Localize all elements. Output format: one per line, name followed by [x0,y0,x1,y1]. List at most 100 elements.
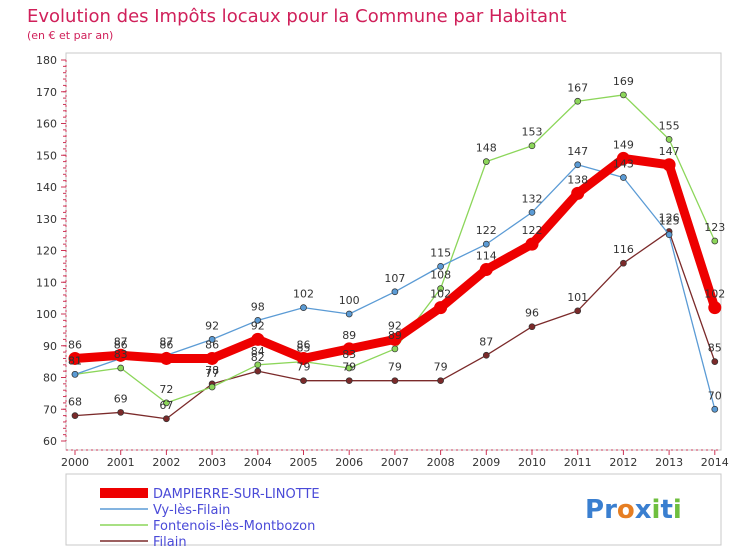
data-label: 107 [384,272,405,285]
brand-letter: o [617,495,635,525]
brand-letter: x [635,495,652,525]
series-point-2 [528,142,536,150]
y-tick-label: 140 [36,181,57,194]
series-point-2 [391,345,399,353]
series-point-0 [616,151,630,165]
data-label: 86 [205,338,219,351]
data-label: 138 [567,173,588,186]
series-point-0 [479,263,493,277]
data-label: 86 [159,338,173,351]
x-tick-label: 2002 [152,456,180,469]
series-point-3 [300,377,307,385]
data-label: 85 [297,342,311,355]
data-label: 83 [342,348,356,361]
data-label: 123 [704,221,725,234]
x-tick-label: 2000 [61,456,89,469]
series-point-1 [391,288,399,296]
legend-frame [65,473,722,546]
data-label: 108 [430,269,451,282]
chart-title: Evolution des Impôts locaux pour la Comm… [27,6,567,27]
legend-label-0: DAMPIERRE-SUR-LINOTTE [153,487,320,502]
data-label: 78 [205,364,219,377]
data-label: 89 [388,329,402,342]
series-point-1 [345,310,353,318]
data-label: 84 [251,345,265,358]
series-point-1 [665,231,673,238]
x-tick-label: 2001 [107,456,135,469]
series-point-3 [71,412,79,419]
series-point-1 [300,304,307,311]
data-label: 167 [567,81,588,94]
series-point-3 [711,358,719,365]
data-label: 87 [479,335,493,348]
series-point-0 [342,342,356,356]
y-tick-label: 180 [36,54,57,67]
data-label: 155 [659,119,680,132]
data-label: 92 [388,319,402,332]
series-point-3 [391,377,399,385]
series-point-0 [525,237,539,251]
series-point-3 [117,409,125,416]
series-point-1 [528,209,536,216]
brand-letter: i [652,495,661,525]
y-tick-label: 60 [43,435,57,448]
series-point-2 [163,399,170,407]
y-tick-label: 160 [36,118,57,131]
data-label: 82 [251,351,265,364]
data-label: 79 [342,361,356,374]
series-point-2 [574,97,582,105]
y-tick-label: 120 [36,245,57,258]
series-point-1 [482,240,490,248]
brand-letter: r [604,495,617,525]
data-label: 116 [613,243,634,256]
x-tick-label: 2005 [290,456,318,469]
series-point-1 [711,405,719,413]
data-label: 70 [708,389,722,402]
series-point-2 [254,361,262,369]
data-label: 79 [388,361,402,374]
data-label: 69 [114,392,128,405]
series-point-0 [251,332,265,346]
series-point-0 [708,301,722,315]
series-point-0 [434,301,448,315]
brand-letter: P [585,495,604,525]
x-tick-label: 2006 [335,456,363,469]
x-tick-label: 2009 [472,456,500,469]
data-label: 87 [114,335,128,348]
data-label: 67 [159,399,173,412]
x-tick-label: 2004 [244,456,272,469]
series-point-2 [208,383,216,391]
legend-label-3: Filain [153,535,187,550]
data-label: 114 [476,250,497,263]
data-label: 92 [205,319,219,332]
data-label: 101 [567,291,588,304]
series-point-0 [68,351,82,365]
data-label: 83 [114,348,128,361]
y-tick-label: 150 [36,149,57,162]
series-point-0 [297,351,310,365]
x-tick-label: 2008 [427,456,455,469]
brand-logo: Proxiti [585,495,682,525]
data-label: 149 [613,138,634,151]
series-point-0 [388,332,402,346]
series-point-2 [437,285,444,292]
x-tick-label: 2014 [701,456,729,469]
y-tick-label: 130 [36,213,57,226]
series-point-3 [620,259,627,267]
data-label: 79 [297,361,311,374]
series-point-2 [665,136,673,143]
y-tick-label: 170 [36,86,57,99]
series-point-2 [482,158,490,165]
chart-subtitle: (en € et par an) [27,29,113,42]
data-label: 68 [68,396,82,409]
brand-letter: i [673,495,682,525]
series-point-2 [117,364,125,372]
data-label: 147 [659,145,680,158]
series-point-1 [437,263,444,270]
data-label: 102 [430,288,451,301]
series-point-1 [254,317,262,324]
series-point-2 [620,91,627,99]
data-label: 81 [68,354,82,367]
series-point-3 [163,415,170,423]
